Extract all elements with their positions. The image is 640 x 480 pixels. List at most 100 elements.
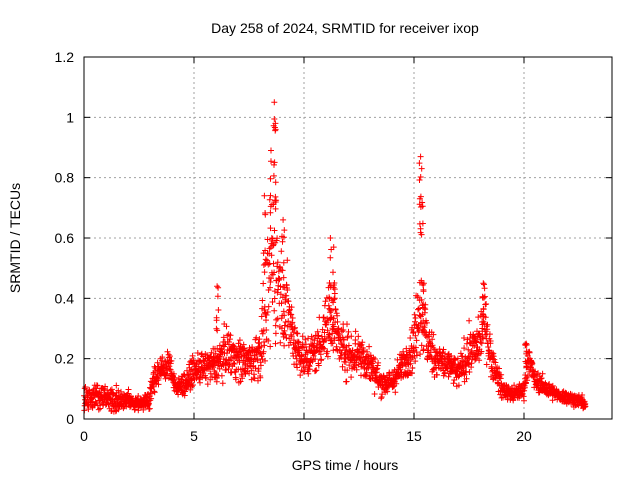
data-point: [417, 351, 424, 358]
data-point: [321, 329, 328, 336]
data-point: [267, 175, 274, 182]
data-point: [330, 244, 337, 251]
data-point: [264, 236, 271, 243]
data-point: [352, 328, 359, 335]
data-point: [523, 340, 530, 347]
data-point: [220, 334, 227, 341]
data-point: [413, 352, 420, 359]
data-point: [94, 382, 101, 389]
data-point: [412, 332, 419, 339]
data-point: [236, 337, 243, 344]
data-point: [418, 342, 425, 349]
data-point: [167, 366, 174, 373]
data-point: [335, 325, 342, 332]
data-point: [92, 398, 99, 405]
data-point: [82, 384, 89, 390]
data-point: [329, 340, 336, 347]
data-point: [248, 367, 255, 374]
data-point: [340, 336, 347, 343]
data-point: [412, 318, 418, 325]
data-point: [486, 331, 493, 338]
data-point: [223, 323, 230, 330]
data-point: [411, 347, 418, 354]
data-point: [418, 296, 425, 303]
data-point: [346, 362, 353, 369]
data-point: [262, 256, 269, 263]
data-point: [292, 352, 299, 359]
data-point: [214, 327, 221, 334]
data-point: [259, 330, 266, 337]
data-point: [392, 389, 399, 396]
data-point: [281, 322, 288, 329]
data-point: [215, 284, 222, 291]
y-tick-label: 0.8: [55, 170, 75, 186]
data-point: [339, 363, 346, 370]
data-point: [419, 203, 426, 210]
data-point: [498, 371, 505, 378]
data-point: [279, 267, 286, 274]
data-point: [270, 172, 277, 179]
data-point: [256, 336, 263, 343]
data-point: [268, 158, 274, 165]
data-point: [504, 384, 511, 391]
x-axis-label: GPS time / hours: [292, 457, 399, 473]
data-point: [420, 346, 427, 353]
data-point: [524, 377, 531, 384]
data-point: [344, 367, 351, 374]
data-point: [237, 378, 244, 385]
data-point: [298, 352, 305, 359]
data-point: [480, 280, 487, 287]
data-point: [343, 378, 350, 385]
data-point: [492, 359, 499, 366]
data-point: [257, 362, 264, 369]
data-point: [359, 339, 366, 346]
data-point: [285, 318, 292, 325]
data-point: [182, 388, 189, 395]
data-point: [283, 292, 290, 299]
data-point: [350, 363, 357, 370]
data-point: [265, 337, 272, 344]
data-point: [271, 159, 278, 166]
data-point: [214, 283, 221, 290]
data-point: [278, 248, 285, 255]
data-point: [291, 325, 298, 332]
data-point: [294, 364, 301, 371]
y-tick-label: 0.6: [55, 230, 75, 246]
data-point: [283, 335, 290, 341]
data-point: [259, 297, 266, 304]
data-point: [267, 225, 274, 232]
data-point: [280, 284, 286, 290]
data-point: [511, 382, 518, 389]
data-point: [274, 289, 281, 296]
data-point: [189, 352, 196, 359]
data-point: [278, 300, 285, 307]
data-point: [270, 260, 277, 267]
data-point: [189, 383, 195, 390]
data-point: [108, 386, 115, 393]
data-point: [416, 160, 423, 167]
data-point: [305, 335, 312, 342]
data-point: [277, 291, 284, 298]
data-point: [293, 355, 300, 362]
data-point: [375, 359, 382, 366]
data-point: [321, 345, 328, 352]
data-point: [345, 342, 352, 349]
data-point: [197, 379, 203, 386]
data-point: [429, 342, 436, 349]
y-tick-label: 0: [66, 411, 74, 427]
data-series: [81, 99, 589, 415]
data-point: [345, 328, 352, 335]
data-point: [266, 196, 273, 203]
data-point: [235, 340, 242, 347]
data-point: [430, 331, 437, 338]
data-point: [288, 333, 295, 340]
data-point: [135, 393, 142, 399]
data-point: [284, 257, 291, 264]
data-point: [477, 339, 484, 346]
data-point: [213, 314, 220, 321]
data-point: [509, 386, 516, 392]
grid: [84, 57, 612, 419]
data-point: [315, 362, 322, 369]
data-point: [473, 355, 479, 362]
data-point: [332, 306, 339, 313]
